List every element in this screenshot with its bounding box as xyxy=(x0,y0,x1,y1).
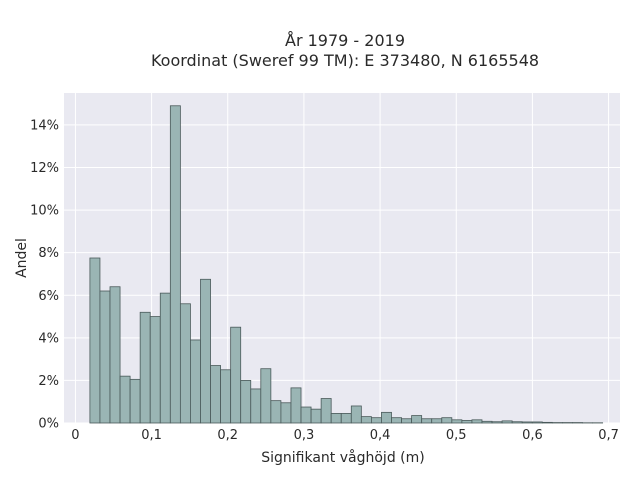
histogram-bar-12 xyxy=(211,366,221,423)
x-tick-label-6: 0,6 xyxy=(522,428,543,443)
histogram-bar-32 xyxy=(412,416,422,423)
histogram-bar-23 xyxy=(321,399,331,423)
x-tick-label-3: 0,3 xyxy=(294,428,315,443)
histogram-bar-13 xyxy=(221,370,231,423)
histogram-bar-16 xyxy=(251,389,261,423)
x-tick-label-7: 0,7 xyxy=(598,428,619,443)
x-tick-label-1: 0,1 xyxy=(141,428,162,443)
histogram-bar-11 xyxy=(200,279,210,423)
histogram-bar-18 xyxy=(271,401,281,423)
y-tick-label-5: 10% xyxy=(30,204,59,219)
histogram-bar-34 xyxy=(432,419,442,423)
x-tick-label-0: 0 xyxy=(71,428,79,443)
histogram-bar-6 xyxy=(150,317,160,423)
histogram-bar-43 xyxy=(522,422,532,423)
chart-title-line1: År 1979 - 2019 xyxy=(285,31,405,50)
x-axis-label: Signifikant våghöjd (m) xyxy=(261,449,424,466)
histogram-bar-35 xyxy=(442,418,452,423)
histogram-bar-30 xyxy=(392,418,402,423)
histogram-bar-38 xyxy=(472,420,482,423)
histogram-bar-20 xyxy=(291,388,301,423)
y-tick-label-3: 6% xyxy=(38,289,59,304)
y-tick-label-6: 12% xyxy=(30,161,59,176)
histogram-bar-19 xyxy=(281,403,291,423)
histogram-bar-42 xyxy=(512,422,522,423)
histogram-bar-0 xyxy=(90,258,100,423)
x-axis-ticks: 0 0,1 0,2 0,3 0,4 0,5 0,6 0,7 xyxy=(71,428,619,443)
histogram-bar-45 xyxy=(542,422,552,423)
histogram-bar-7 xyxy=(160,293,170,423)
histogram-bar-28 xyxy=(371,418,381,423)
histogram-bar-44 xyxy=(532,422,542,423)
histogram-bar-36 xyxy=(452,420,462,423)
x-tick-label-5: 0,5 xyxy=(446,428,467,443)
x-tick-label-2: 0,2 xyxy=(217,428,238,443)
histogram-bar-25 xyxy=(341,413,351,423)
histogram-bar-8 xyxy=(170,106,180,423)
histogram-bar-24 xyxy=(331,413,341,423)
histogram-bar-37 xyxy=(462,420,472,423)
histogram-bar-4 xyxy=(130,379,140,423)
histogram-bar-3 xyxy=(120,376,130,423)
histogram-bar-33 xyxy=(422,419,432,423)
histogram-bar-26 xyxy=(351,406,361,423)
histogram-bar-40 xyxy=(492,422,502,423)
histogram-bar-10 xyxy=(190,340,200,423)
histogram-bar-17 xyxy=(261,369,271,423)
chart-title-line2: Koordinat (Sweref 99 TM): E 373480, N 61… xyxy=(151,51,539,70)
y-tick-label-2: 4% xyxy=(38,331,59,346)
histogram-bar-22 xyxy=(311,409,321,423)
histogram-bar-41 xyxy=(502,421,512,423)
histogram-bar-9 xyxy=(180,304,190,423)
histogram-bar-31 xyxy=(402,419,412,423)
histogram-bar-21 xyxy=(301,407,311,423)
histogram-bar-14 xyxy=(231,327,241,423)
y-axis-ticks: 0% 2% 4% 6% 8% 10% 12% 14% xyxy=(30,118,59,431)
histogram-bar-2 xyxy=(110,287,120,423)
histogram-bar-1 xyxy=(100,291,110,423)
y-tick-label-0: 0% xyxy=(38,417,59,432)
histogram-bar-27 xyxy=(361,417,371,423)
y-tick-label-4: 8% xyxy=(38,246,59,261)
histogram-bar-29 xyxy=(381,412,391,423)
y-tick-label-1: 2% xyxy=(38,374,59,389)
histogram-bar-15 xyxy=(241,380,251,423)
histogram-bar-39 xyxy=(482,421,492,423)
y-axis-label: Andel xyxy=(14,238,30,278)
y-tick-label-7: 14% xyxy=(30,118,59,133)
histogram-bar-5 xyxy=(140,312,150,423)
x-tick-label-4: 0,4 xyxy=(370,428,391,443)
